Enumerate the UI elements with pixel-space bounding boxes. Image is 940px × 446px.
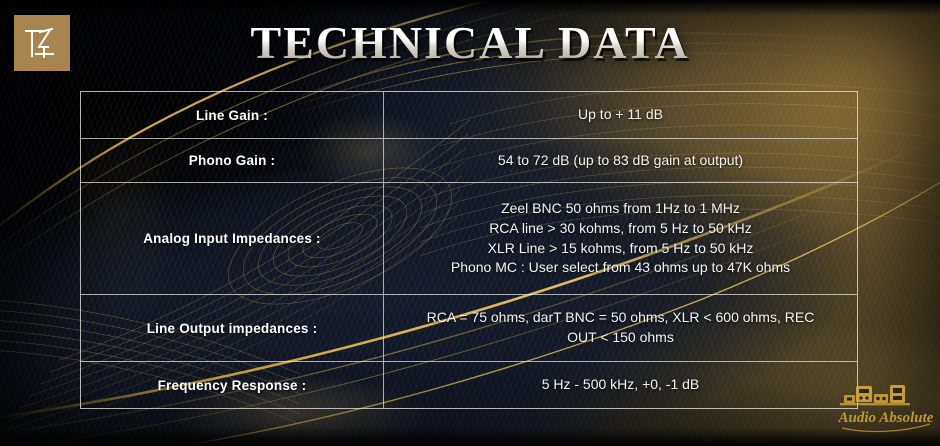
row-value: Zeel BNC 50 ohms from 1Hz to 1 MHz RCA l… — [384, 183, 857, 294]
value-line: RCA line > 30 kohms, from 5 Hz to 50 kHz — [489, 219, 752, 236]
row-label: Line Gain : — [81, 92, 384, 138]
row-label: Frequency Response : — [81, 362, 384, 408]
table-row: Phono Gain : 54 to 72 dB (up to 83 dB ga… — [81, 139, 857, 183]
watermark-underline — [841, 423, 931, 433]
row-value: 54 to 72 dB (up to 83 dB gain at output) — [384, 139, 857, 182]
row-value: 5 Hz - 500 kHz, +0, -1 dB — [384, 362, 857, 408]
value-line: Zeel BNC 50 ohms from 1Hz to 1 MHz — [501, 199, 740, 216]
row-value: RCA = 75 ohms, darT BNC = 50 ohms, XLR <… — [384, 295, 857, 361]
value-line: Phono MC : User select from 43 ohms up t… — [450, 259, 791, 276]
value-line: Up to + 11 dB — [578, 106, 663, 123]
audio-equipment-icon — [840, 385, 910, 406]
technical-data-table: Line Gain : Up to + 11 dB Phono Gain : 5… — [80, 91, 858, 409]
table-row: Line Gain : Up to + 11 dB — [81, 92, 857, 139]
table-row: Line Output impedances : RCA = 75 ohms, … — [81, 295, 857, 362]
audio-absolute-watermark: Audio Absolute — [838, 385, 934, 433]
row-label: Analog Input Impedances : — [81, 183, 384, 294]
brand-logo — [14, 15, 70, 71]
row-value: Up to + 11 dB — [384, 92, 857, 138]
row-label: Line Output impedances : — [81, 295, 384, 361]
row-label: Phono Gain : — [81, 139, 384, 182]
page-title: TECHNICAL DATA — [0, 20, 940, 66]
table-row: Frequency Response : 5 Hz - 500 kHz, +0,… — [81, 362, 857, 408]
value-line: 5 Hz - 500 kHz, +0, -1 dB — [541, 376, 700, 393]
value-line: OUT < 150 ohms — [567, 329, 674, 345]
value-line: XLR Line > 15 kohms, from 5 Hz to 50 kHz — [487, 239, 754, 256]
value-line: 54 to 72 dB (up to 83 dB gain at output) — [497, 151, 744, 168]
table-row: Analog Input Impedances : Zeel BNC 50 oh… — [81, 183, 857, 295]
tz-monogram-icon — [25, 27, 54, 58]
value-line: RCA = 75 ohms, darT BNC = 50 ohms, XLR <… — [426, 309, 815, 326]
watermark-brand-text: Audio Absolute — [838, 410, 934, 426]
